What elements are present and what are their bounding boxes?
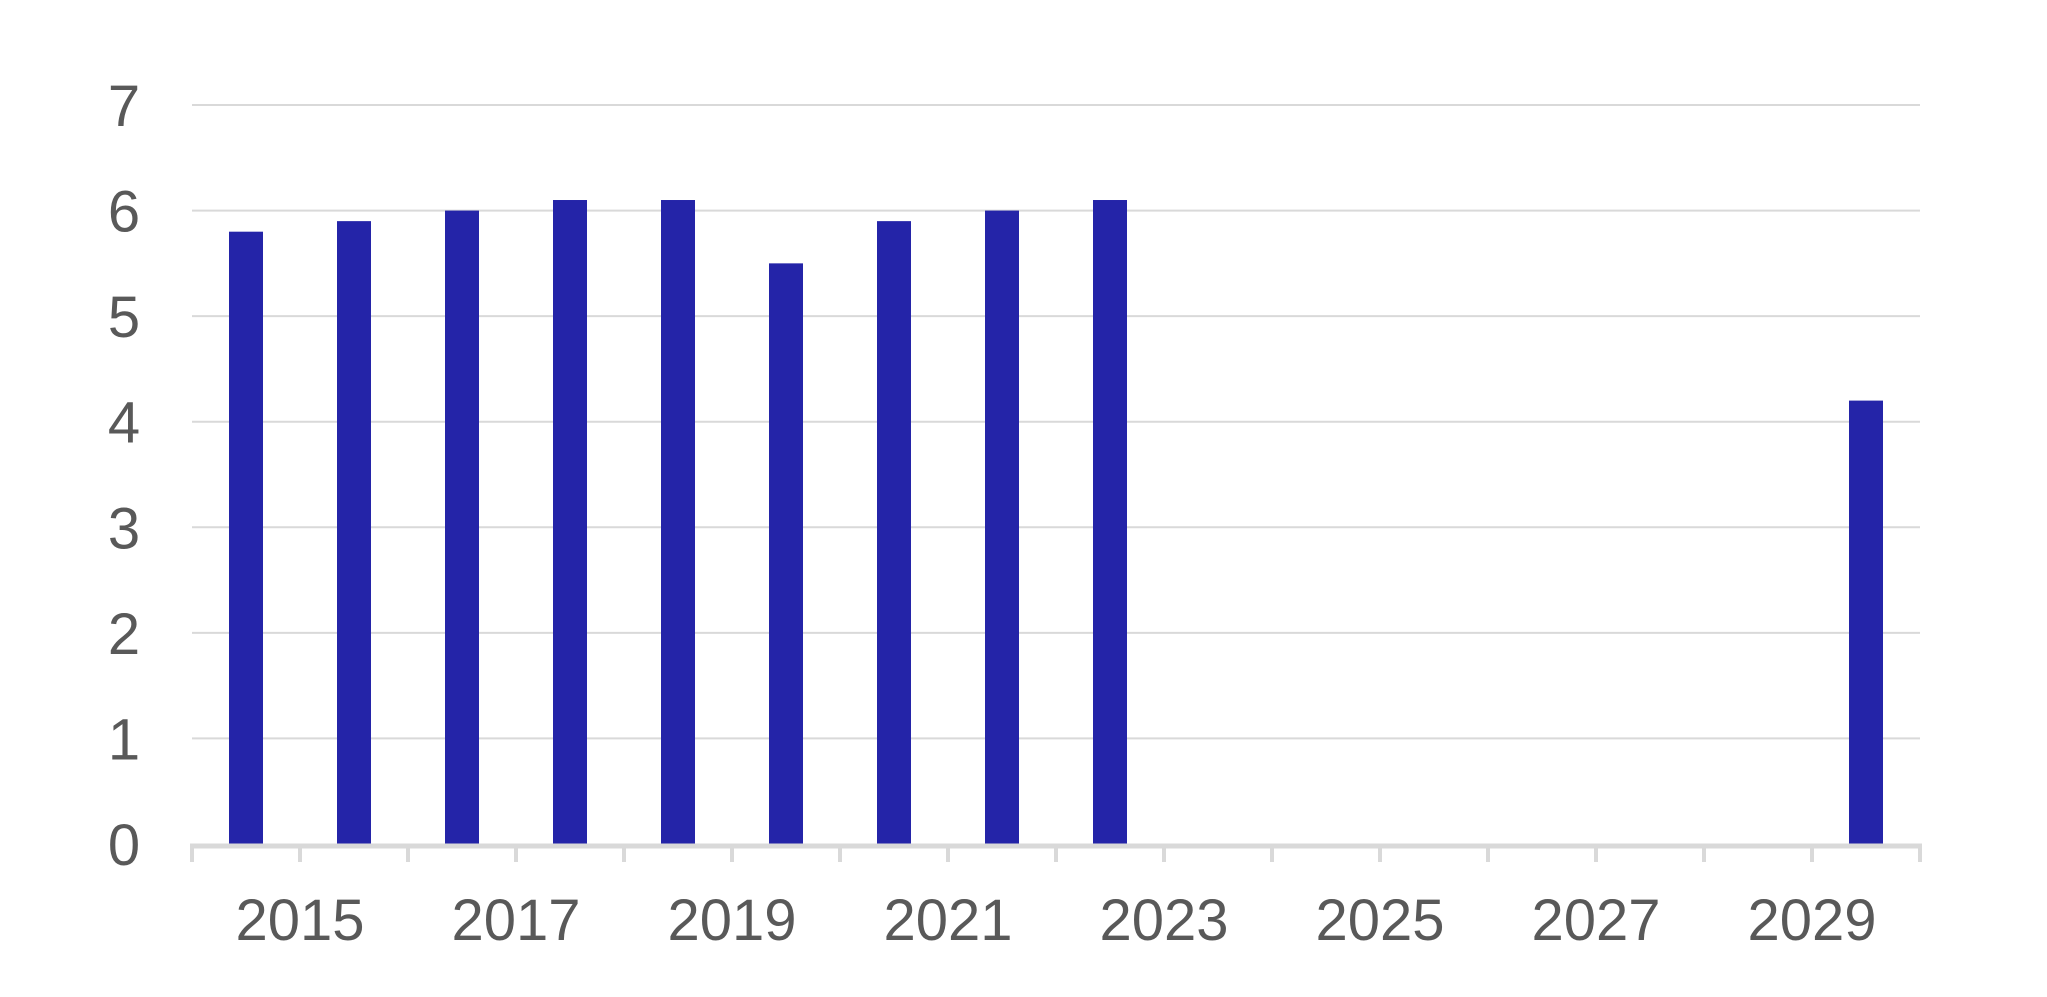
gridlines	[192, 104, 1920, 740]
y-axis-labels: 0 1 2 3 4 5 6 7	[108, 74, 140, 878]
bar-2020	[769, 263, 803, 844]
bar-2017	[445, 210, 479, 845]
y-tick-label: 3	[108, 496, 140, 561]
x-tick-label: 2015	[235, 888, 364, 953]
bars	[229, 200, 1883, 845]
x-tick-label: 2019	[667, 888, 796, 953]
x-tick-label: 2027	[1531, 888, 1660, 953]
x-tick-label: 2023	[1099, 888, 1228, 953]
x-tick-label: 2021	[883, 888, 1012, 953]
y-tick-label: 2	[108, 602, 140, 667]
y-tick-label: 1	[108, 707, 140, 772]
x-axis	[190, 843, 1922, 862]
x-axis-labels: 2015 2017 2019 2021 2023 2025 2027 2029	[235, 888, 1876, 953]
bar-2015	[229, 231, 263, 844]
bar-2016	[337, 221, 371, 845]
bar-2018	[553, 200, 587, 844]
y-tick-label: 7	[108, 74, 140, 139]
x-tick-label: 2025	[1315, 888, 1444, 953]
bar-2019	[661, 200, 695, 844]
bar-2022	[985, 210, 1019, 845]
y-tick-label: 5	[108, 285, 140, 350]
bar-2023	[1093, 200, 1127, 844]
x-tick-label: 2017	[451, 888, 580, 953]
y-tick-label: 6	[108, 180, 140, 245]
y-tick-label: 4	[108, 391, 140, 456]
y-tick-label: 0	[108, 813, 140, 878]
bar-2030	[1849, 400, 1883, 844]
x-tick-label: 2029	[1747, 888, 1876, 953]
bar-2021	[877, 221, 911, 845]
